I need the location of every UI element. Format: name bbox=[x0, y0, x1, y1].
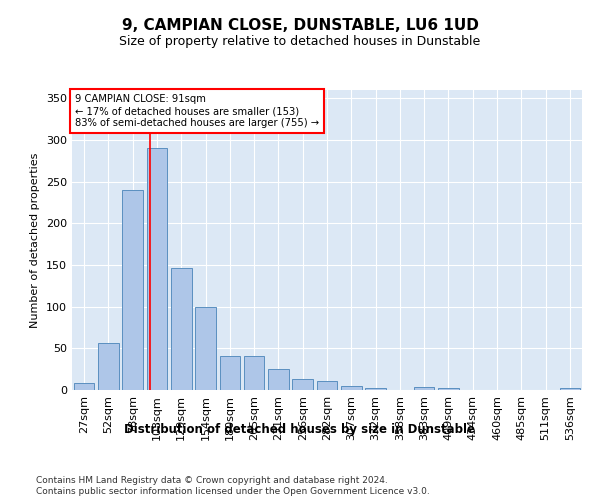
Bar bbox=[438, 388, 459, 390]
Bar bbox=[341, 386, 362, 390]
Y-axis label: Number of detached properties: Number of detached properties bbox=[31, 152, 40, 328]
Bar bbox=[292, 379, 313, 390]
Bar bbox=[317, 381, 337, 390]
Bar bbox=[195, 306, 216, 390]
Bar bbox=[365, 388, 386, 390]
Text: Distribution of detached houses by size in Dunstable: Distribution of detached houses by size … bbox=[125, 422, 476, 436]
Bar bbox=[414, 386, 434, 390]
Bar bbox=[171, 268, 191, 390]
Text: 9, CAMPIAN CLOSE, DUNSTABLE, LU6 1UD: 9, CAMPIAN CLOSE, DUNSTABLE, LU6 1UD bbox=[122, 18, 478, 32]
Text: Contains public sector information licensed under the Open Government Licence v3: Contains public sector information licen… bbox=[36, 487, 430, 496]
Bar bbox=[146, 148, 167, 390]
Bar bbox=[244, 356, 265, 390]
Bar bbox=[560, 388, 580, 390]
Bar bbox=[220, 356, 240, 390]
Bar bbox=[122, 190, 143, 390]
Text: Contains HM Land Registry data © Crown copyright and database right 2024.: Contains HM Land Registry data © Crown c… bbox=[36, 476, 388, 485]
Bar bbox=[74, 384, 94, 390]
Text: Size of property relative to detached houses in Dunstable: Size of property relative to detached ho… bbox=[119, 35, 481, 48]
Bar bbox=[268, 369, 289, 390]
Text: 9 CAMPIAN CLOSE: 91sqm
← 17% of detached houses are smaller (153)
83% of semi-de: 9 CAMPIAN CLOSE: 91sqm ← 17% of detached… bbox=[74, 94, 319, 128]
Bar bbox=[98, 342, 119, 390]
